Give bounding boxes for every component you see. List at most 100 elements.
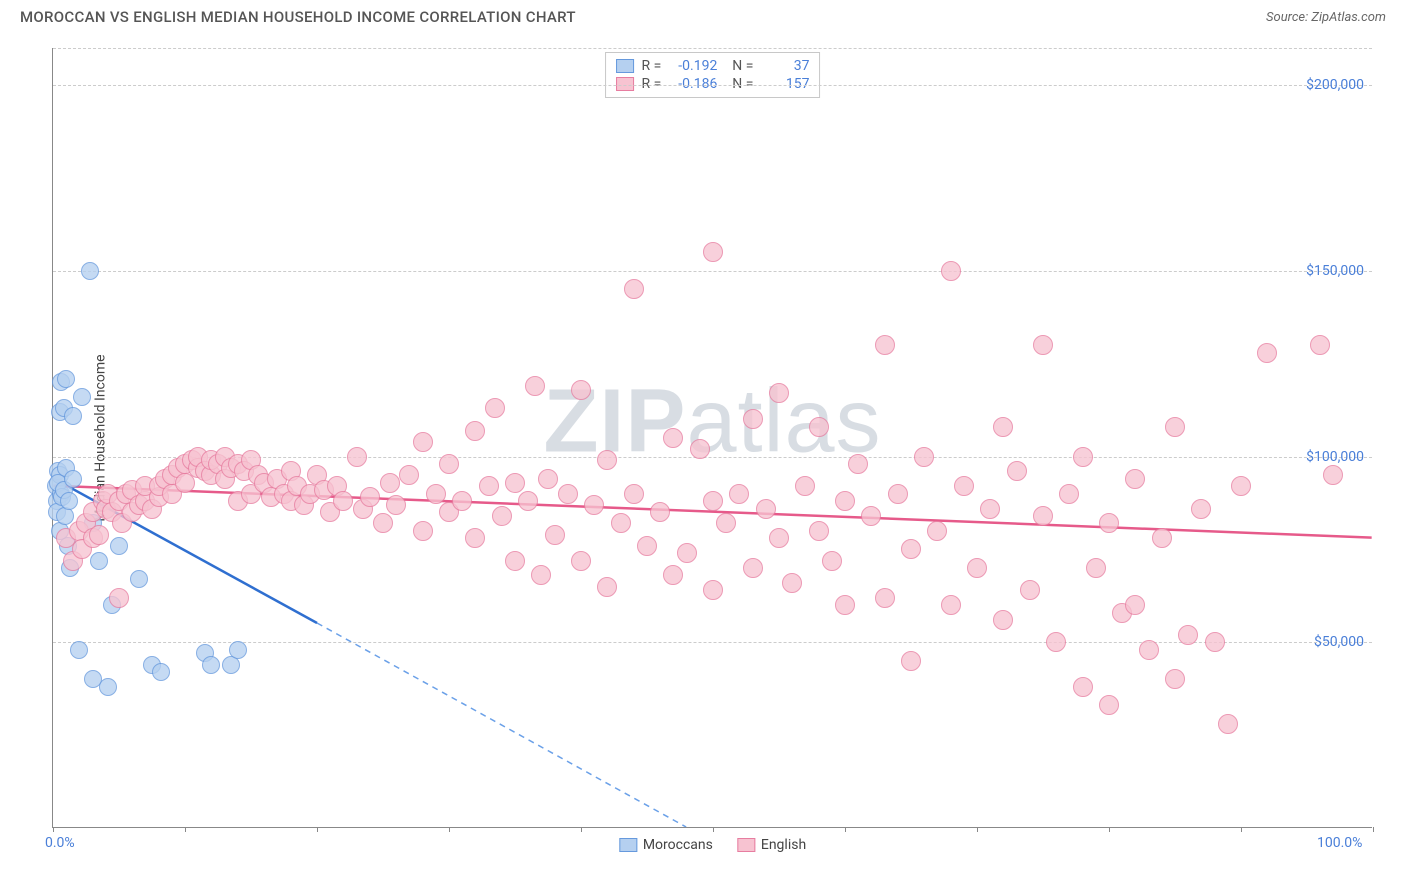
data-point (1139, 640, 1159, 660)
data-point (663, 428, 683, 448)
data-point (492, 506, 512, 526)
data-point (531, 565, 551, 585)
data-point (677, 543, 697, 563)
data-point (110, 537, 128, 555)
data-point (1073, 677, 1093, 697)
data-point (703, 491, 723, 511)
gridline (53, 85, 1372, 86)
x-tick (977, 827, 978, 832)
data-point (202, 656, 220, 674)
legend-r-value: -0.186 (669, 76, 717, 92)
data-point (465, 528, 485, 548)
data-point (743, 409, 763, 429)
x-tick (713, 827, 714, 832)
data-point (399, 465, 419, 485)
legend-row: R =-0.186 N =157 (616, 75, 810, 93)
data-point (914, 447, 934, 467)
data-point (1152, 528, 1172, 548)
legend-n-label: N = (725, 58, 753, 74)
data-point (901, 539, 921, 559)
data-point (571, 551, 591, 571)
data-point (1099, 513, 1119, 533)
gridline (53, 271, 1372, 272)
data-point (89, 525, 109, 545)
data-point (597, 577, 617, 597)
legend-swatch (619, 838, 637, 852)
data-point (624, 279, 644, 299)
data-point (64, 470, 82, 488)
source-attribution: Source: ZipAtlas.com (1266, 10, 1386, 25)
x-tick (1109, 827, 1110, 832)
data-point (1073, 447, 1093, 467)
x-tick-label: 0.0% (45, 835, 75, 851)
legend-label: Moroccans (643, 837, 713, 853)
legend-r-value: -0.192 (669, 58, 717, 74)
legend-swatch (737, 838, 755, 852)
data-point (64, 407, 82, 425)
data-point (1125, 595, 1145, 615)
data-point (993, 610, 1013, 630)
legend-r-label: R = (642, 76, 662, 92)
data-point (941, 261, 961, 281)
data-point (954, 476, 974, 496)
data-point (347, 447, 367, 467)
legend-swatch (616, 59, 634, 73)
data-point (1125, 469, 1145, 489)
data-point (584, 495, 604, 515)
data-point (57, 370, 75, 388)
data-point (479, 476, 499, 496)
data-point (637, 536, 657, 556)
x-tick (1373, 827, 1374, 832)
data-point (386, 495, 406, 515)
data-point (518, 491, 538, 511)
data-point (756, 499, 776, 519)
legend-swatch (616, 77, 634, 91)
x-tick-label: 100.0% (1317, 835, 1362, 851)
data-point (941, 595, 961, 615)
data-point (822, 551, 842, 571)
x-tick (1241, 827, 1242, 832)
data-point (333, 491, 353, 511)
data-point (558, 484, 578, 504)
data-point (485, 398, 505, 418)
y-tick-label: $200,000 (1306, 77, 1364, 93)
data-point (90, 552, 108, 570)
data-point (360, 487, 380, 507)
data-point (152, 663, 170, 681)
data-point (1178, 625, 1198, 645)
data-point (650, 502, 670, 522)
data-point (1191, 499, 1211, 519)
legend-n-value: 157 (761, 76, 809, 92)
data-point (782, 573, 802, 593)
data-point (465, 421, 485, 441)
data-point (663, 565, 683, 585)
data-point (1033, 335, 1053, 355)
correlation-legend: R =-0.192 N =37R =-0.186 N =157 (605, 52, 821, 98)
y-tick-label: $100,000 (1306, 449, 1364, 465)
data-point (109, 588, 129, 608)
data-point (703, 580, 723, 600)
data-point (835, 595, 855, 615)
data-point (835, 491, 855, 511)
data-point (967, 558, 987, 578)
gridline (53, 642, 1372, 643)
data-point (571, 380, 591, 400)
data-point (809, 521, 829, 541)
data-point (703, 242, 723, 262)
data-point (809, 417, 829, 437)
chart-title: MOROCCAN VS ENGLISH MEDIAN HOUSEHOLD INC… (20, 8, 576, 26)
data-point (1257, 343, 1277, 363)
data-point (690, 439, 710, 459)
legend-item: English (737, 837, 806, 853)
data-point (993, 417, 1013, 437)
data-point (1165, 669, 1185, 689)
data-point (861, 506, 881, 526)
data-point (743, 558, 763, 578)
data-point (413, 432, 433, 452)
data-point (545, 525, 565, 545)
data-point (439, 454, 459, 474)
data-point (60, 492, 78, 510)
data-point (1231, 476, 1251, 496)
data-point (1046, 632, 1066, 652)
data-point (1086, 558, 1106, 578)
